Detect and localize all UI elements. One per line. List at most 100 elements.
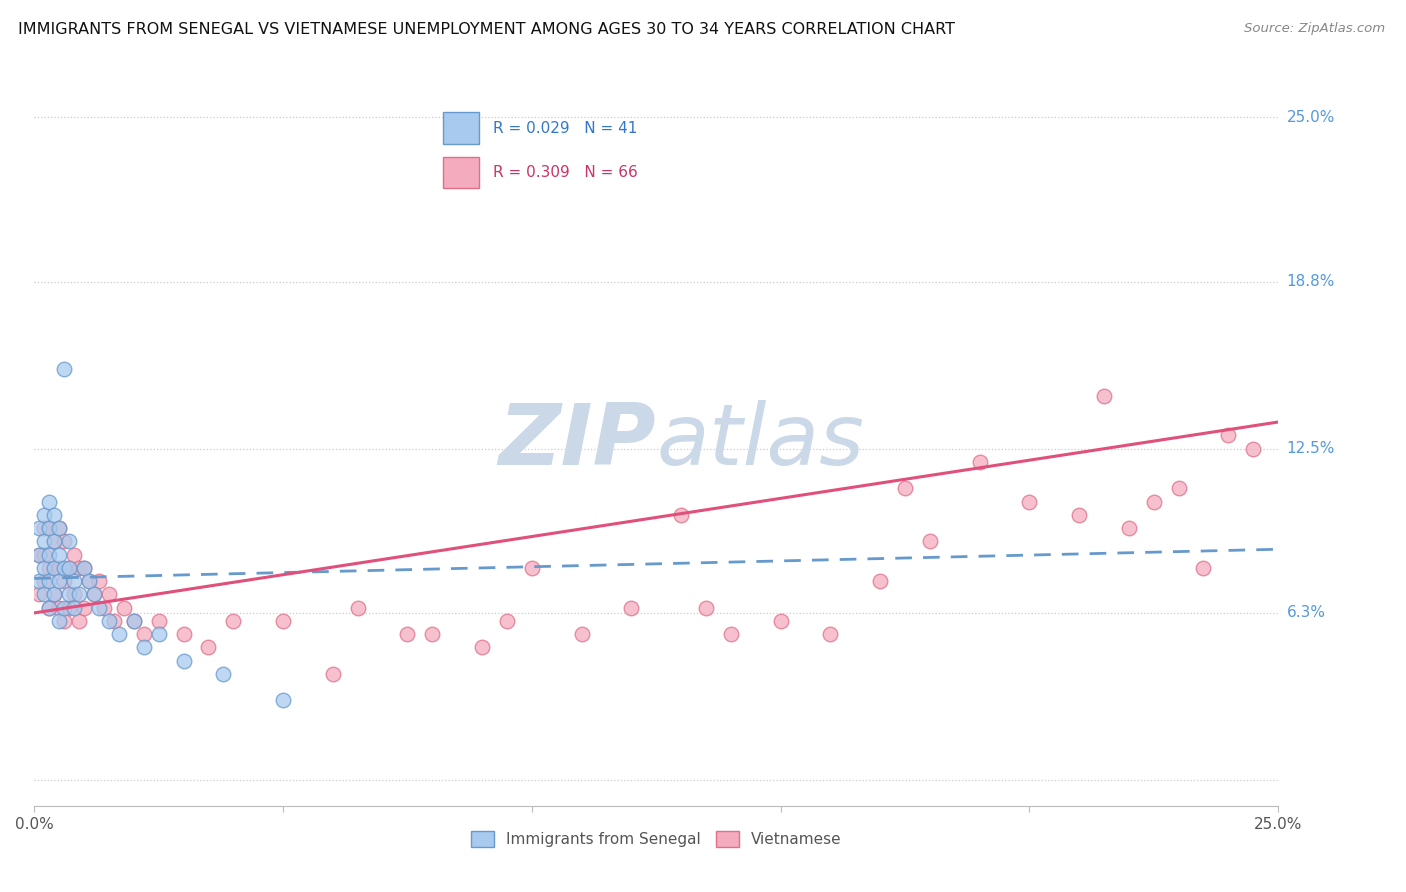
Point [63, 587, 86, 601]
Point [83, 587, 105, 601]
Point [98, 614, 121, 628]
Point [34, 534, 56, 549]
Point [271, 693, 294, 707]
Point [148, 614, 170, 628]
Point [695, 600, 717, 615]
Point [38, 600, 60, 615]
Point [53, 574, 76, 588]
Point [73, 600, 96, 615]
Point [28, 521, 51, 535]
Point [132, 640, 155, 655]
Point [173, 627, 195, 641]
Point [28, 587, 51, 601]
Point [93, 600, 115, 615]
Point [28, 548, 51, 562]
Point [73, 561, 96, 575]
Text: 12.5%: 12.5% [1286, 441, 1334, 456]
Point [520, 561, 543, 575]
Point [1118, 521, 1140, 535]
Point [28, 548, 51, 562]
Legend: Immigrants from Senegal, Vietnamese: Immigrants from Senegal, Vietnamese [464, 825, 848, 854]
Point [34, 561, 56, 575]
Point [53, 600, 76, 615]
Text: IMMIGRANTS FROM SENEGAL VS VIETNAMESE UNEMPLOYMENT AMONG AGES 30 TO 34 YEARS COR: IMMIGRANTS FROM SENEGAL VS VIETNAMESE UN… [18, 22, 955, 37]
Point [98, 587, 121, 601]
Point [1241, 442, 1264, 456]
Point [48, 521, 70, 535]
Point [820, 627, 842, 641]
Point [44, 534, 66, 549]
Point [73, 561, 96, 575]
Point [34, 508, 56, 522]
Point [346, 600, 368, 615]
Point [132, 627, 155, 641]
Point [63, 574, 86, 588]
Point [58, 587, 80, 601]
Point [108, 627, 131, 641]
Point [48, 600, 70, 615]
Point [148, 627, 170, 641]
Text: 25.0%: 25.0% [1286, 110, 1334, 125]
Point [28, 574, 51, 588]
Point [58, 561, 80, 575]
Point [44, 587, 66, 601]
Point [1143, 494, 1166, 508]
Text: ZIP: ZIP [499, 401, 657, 483]
Point [173, 654, 195, 668]
Point [63, 548, 86, 562]
Point [44, 587, 66, 601]
Point [471, 640, 494, 655]
Point [77, 574, 100, 588]
Point [869, 574, 891, 588]
Point [87, 574, 110, 588]
Point [53, 362, 76, 376]
Point [87, 600, 110, 615]
Point [77, 574, 100, 588]
Text: atlas: atlas [657, 401, 865, 483]
Point [53, 614, 76, 628]
Point [271, 614, 294, 628]
Point [67, 587, 90, 601]
Point [103, 614, 125, 628]
Point [38, 494, 60, 508]
Point [38, 521, 60, 535]
Point [67, 561, 90, 575]
Point [571, 627, 593, 641]
Point [34, 574, 56, 588]
Point [720, 627, 742, 641]
Point [38, 561, 60, 575]
Point [53, 561, 76, 575]
Point [44, 508, 66, 522]
Point [322, 666, 344, 681]
Point [38, 521, 60, 535]
Point [44, 561, 66, 575]
Point [197, 640, 219, 655]
Point [48, 574, 70, 588]
Point [1067, 508, 1090, 522]
Point [34, 521, 56, 535]
Point [48, 548, 70, 562]
Text: 6.3%: 6.3% [1286, 606, 1326, 620]
Point [620, 600, 643, 615]
Point [67, 614, 90, 628]
Point [83, 587, 105, 601]
Point [969, 455, 991, 469]
Point [769, 614, 792, 628]
Point [212, 666, 235, 681]
Point [63, 600, 86, 615]
Point [1192, 561, 1215, 575]
Point [122, 614, 145, 628]
Point [38, 574, 60, 588]
Point [53, 534, 76, 549]
Point [34, 548, 56, 562]
Point [38, 600, 60, 615]
Point [894, 481, 917, 495]
Point [1092, 388, 1115, 402]
Point [44, 534, 66, 549]
Point [496, 614, 519, 628]
Point [38, 548, 60, 562]
Point [1018, 494, 1040, 508]
Point [669, 508, 692, 522]
Point [34, 587, 56, 601]
Point [112, 600, 135, 615]
